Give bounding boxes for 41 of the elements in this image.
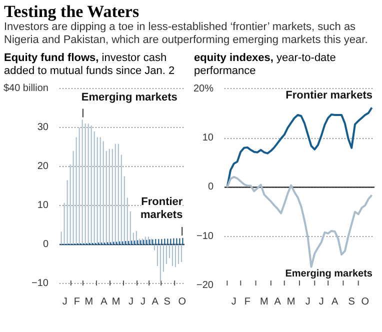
y-tick-label: $40 billion: [3, 83, 49, 94]
series-label: Emerging markets: [81, 92, 178, 104]
x-tick-label: J: [128, 296, 134, 308]
x-tick-label: J: [140, 296, 146, 308]
x-tick-label: S: [348, 296, 356, 308]
y-tick-label: 20: [37, 161, 49, 172]
x-tick-label: A: [100, 296, 108, 308]
y-tick-label: 20%: [193, 84, 214, 95]
x-tick-label: A: [274, 296, 282, 308]
text: Testing the Waters: [4, 2, 140, 21]
x-tick-label: J: [305, 296, 310, 308]
y-tick-label: −10: [196, 231, 214, 242]
series-label: Frontier markets: [140, 196, 184, 222]
x-tick-label: S: [164, 296, 171, 308]
series-label: Emerging markets: [285, 268, 373, 280]
x-tick-label: O: [361, 296, 370, 308]
y-tick-label: 0: [208, 182, 214, 193]
x-tick-label: M: [260, 296, 268, 308]
y-tick-label: 0: [42, 239, 49, 250]
y-tick-label: −20: [196, 280, 214, 292]
series-label: Frontier markets: [286, 90, 372, 102]
chart-title: equity indexes,: [194, 52, 274, 64]
chart-title: Equity fund flows,: [4, 52, 99, 64]
text: Investors are dipping a toe in less-established ‘frontier’ markets, such as Nigeria and Pakistan, which are outperforming emerging markets this year.: [4, 21, 369, 47]
y-tick-label: −10: [32, 278, 49, 290]
x-tick-label: O: [178, 296, 186, 308]
x-tick-label: A: [152, 296, 159, 308]
x-tick-label: J: [62, 296, 68, 308]
x-tick-label: M: [286, 296, 296, 308]
x-tick-label: J: [318, 296, 324, 308]
line-series: [226, 176, 373, 268]
y-tick-label: 10: [202, 132, 214, 144]
x-tick-label: A: [331, 296, 338, 308]
x-tick-label: F: [244, 296, 250, 308]
x-tick-label: F: [74, 296, 80, 308]
y-tick-label: 30: [37, 122, 49, 134]
x-tick-label: J: [231, 296, 236, 308]
x-tick-label: M: [112, 296, 120, 308]
y-tick-label: 10: [37, 200, 49, 212]
x-tick-label: M: [84, 296, 94, 308]
line-series: [226, 106, 373, 188]
